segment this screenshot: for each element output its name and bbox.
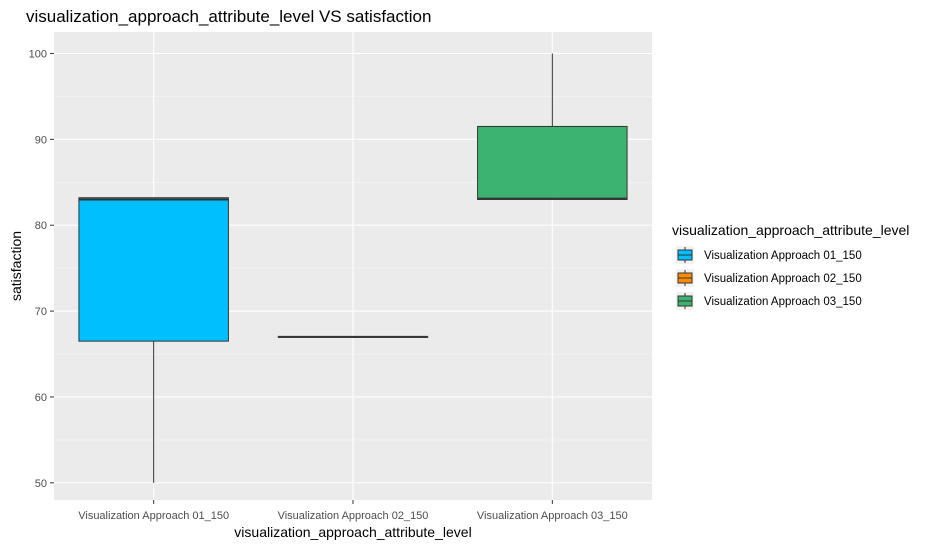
x-tick-label: Visualization Approach 01_150 — [78, 510, 229, 522]
legend-label: Visualization Approach 03_150 — [704, 296, 862, 308]
x-tick-label: Visualization Approach 02_150 — [278, 510, 429, 522]
legend-label: Visualization Approach 02_150 — [704, 273, 862, 285]
legend-item: Visualization Approach 01_150 — [676, 246, 862, 264]
box-3 — [477, 53, 628, 200]
y-tick-label: 50 — [35, 478, 47, 490]
legend-items: Visualization Approach 01_150 Visualizati… — [676, 246, 862, 310]
box-body — [477, 125, 628, 200]
y-tick-label: 100 — [29, 48, 47, 60]
chart-title: visualization_approach_attribute_level V… — [26, 7, 431, 26]
box-layer — [78, 53, 628, 483]
axis-layer: 50 60 70 80 90 100 Visualization Approach 01_1… — [29, 48, 628, 522]
y-tick-label: 80 — [35, 220, 47, 232]
y-tick-label: 70 — [35, 306, 47, 318]
legend-item: Visualization Approach 02_150 — [676, 269, 862, 287]
y-tick-label: 60 — [35, 392, 47, 404]
x-tick-label: Visualization Approach 03_150 — [477, 510, 628, 522]
x-axis-title: visualization_approach_attribute_level — [234, 524, 471, 540]
legend-title: visualization_approach_attribute_level — [672, 222, 909, 238]
legend-item: Visualization Approach 03_150 — [676, 292, 862, 310]
y-axis-title: satisfaction — [8, 231, 24, 301]
box-1 — [78, 197, 229, 483]
y-tick-label: 90 — [35, 134, 47, 146]
box-2 — [277, 335, 429, 338]
box-body — [78, 197, 229, 342]
legend: visualization_approach_attribute_level V… — [672, 222, 909, 310]
legend-label: Visualization Approach 01_150 — [704, 250, 862, 262]
